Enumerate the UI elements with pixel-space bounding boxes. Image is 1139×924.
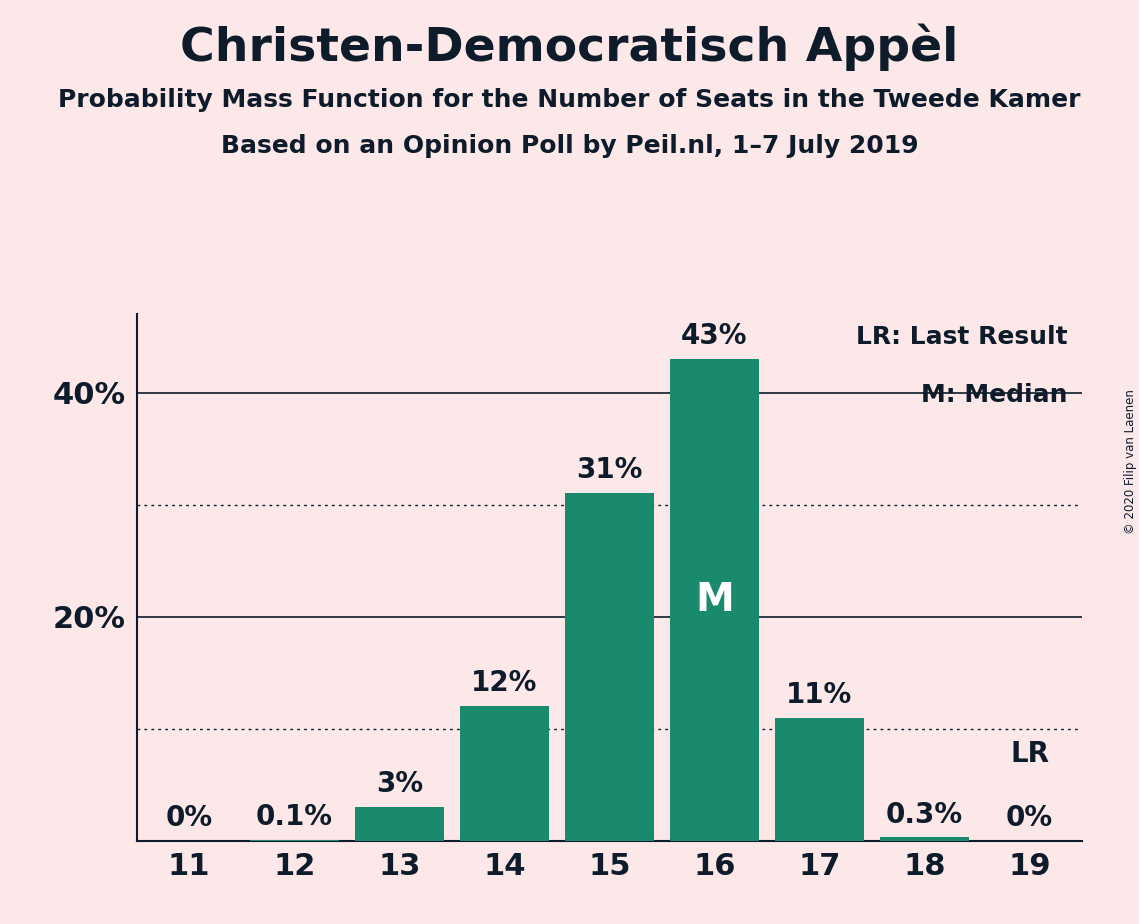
Text: 12%: 12%	[472, 669, 538, 698]
Text: 31%: 31%	[576, 456, 642, 484]
Text: M: Median: M: Median	[921, 383, 1068, 407]
Text: M: M	[695, 581, 734, 619]
Text: Based on an Opinion Poll by Peil.nl, 1–7 July 2019: Based on an Opinion Poll by Peil.nl, 1–7…	[221, 134, 918, 158]
Text: LR: Last Result: LR: Last Result	[857, 324, 1068, 348]
Bar	[249, 840, 339, 841]
Text: LR: LR	[1010, 740, 1049, 768]
Text: Probability Mass Function for the Number of Seats in the Tweede Kamer: Probability Mass Function for the Number…	[58, 88, 1081, 112]
Text: © 2020 Filip van Laenen: © 2020 Filip van Laenen	[1124, 390, 1137, 534]
Bar	[879, 837, 969, 841]
Text: Christen-Democratisch Appèl: Christen-Democratisch Appèl	[180, 23, 959, 70]
Bar	[354, 808, 444, 841]
Text: 11%: 11%	[786, 681, 853, 709]
Text: 0.1%: 0.1%	[256, 803, 333, 831]
Bar	[775, 718, 865, 841]
Bar	[460, 706, 549, 841]
Bar	[565, 493, 654, 841]
Text: 0%: 0%	[1006, 804, 1054, 832]
Text: 0%: 0%	[165, 804, 213, 832]
Text: 3%: 3%	[376, 771, 423, 798]
Bar	[670, 359, 759, 841]
Text: 0.3%: 0.3%	[886, 800, 964, 829]
Text: 43%: 43%	[681, 322, 747, 350]
